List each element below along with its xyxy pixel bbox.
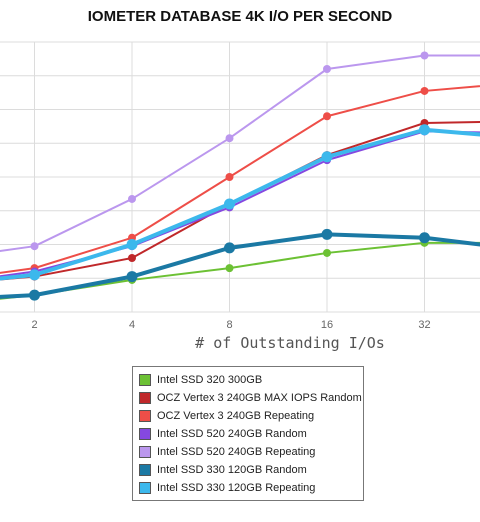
legend-swatch: [139, 482, 151, 494]
legend-item: Intel SSD 520 240GB Random: [133, 425, 363, 443]
legend-label: Intel SSD 520 240GB Random: [157, 428, 307, 440]
legend: Intel SSD 320 300GB OCZ Vertex 3 240GB MA…: [132, 366, 364, 501]
legend-label: Intel SSD 320 300GB: [157, 374, 263, 386]
series-1: [0, 238, 480, 300]
x-axis-ticks: 2 4 8 16 32: [31, 319, 430, 330]
grid-lines: [0, 41, 480, 313]
data-point: [419, 124, 430, 136]
legend-label: Intel SSD 330 120GB Repeating: [157, 482, 316, 494]
data-point: [126, 271, 138, 283]
series-line: [0, 54, 480, 252]
data-point: [323, 65, 331, 73]
data-point: [420, 51, 429, 60]
series-5: [0, 51, 480, 252]
x-tick-label: 2: [31, 319, 37, 330]
data-point: [419, 232, 430, 244]
legend-item: Intel SSD 520 240GB Repeating: [133, 443, 363, 461]
data-point: [128, 194, 136, 203]
x-tick-label: 8: [226, 319, 232, 330]
data-point: [224, 242, 235, 254]
data-point: [29, 289, 40, 301]
legend-swatch: [139, 464, 151, 476]
x-tick-label: 4: [129, 319, 135, 330]
legend-label: Intel SSD 330 120GB Random: [157, 464, 307, 476]
line-chart: 2 4 8 16 32: [0, 41, 480, 330]
data-point: [29, 269, 40, 281]
data-point: [225, 173, 234, 181]
series-6: [0, 228, 480, 301]
series-line: [0, 127, 480, 281]
legend-item: Intel SSD 330 120GB Repeating: [133, 479, 363, 497]
data-point: [225, 134, 234, 143]
legend-item: Intel SSD 330 120GB Random: [133, 461, 363, 479]
legend-swatch: [139, 428, 151, 440]
x-tick-label: 16: [321, 319, 333, 330]
data-point: [420, 86, 429, 95]
series-lines: [0, 51, 480, 301]
series-line: [0, 241, 480, 300]
legend-item: Intel SSD 320 300GB: [133, 371, 363, 389]
series-line: [0, 85, 480, 274]
series-7: [0, 124, 480, 281]
data-point: [323, 248, 331, 257]
data-point: [321, 228, 333, 240]
data-point: [321, 151, 333, 163]
data-point: [128, 254, 136, 262]
legend-label: Intel SSD 520 240GB Repeating: [157, 446, 316, 458]
legend-swatch: [139, 392, 151, 404]
data-point: [323, 112, 331, 121]
data-point: [126, 239, 138, 250]
x-tick-label: 32: [418, 319, 430, 330]
legend-swatch: [139, 410, 151, 422]
legend-swatch: [139, 374, 151, 386]
data-point: [224, 198, 235, 210]
x-axis-label: # of Outstanding I/Os: [195, 334, 385, 352]
legend-swatch: [139, 446, 151, 458]
legend-item: OCZ Vertex 3 240GB MAX IOPS Random: [133, 389, 363, 407]
legend-label: OCZ Vertex 3 240GB Repeating: [157, 410, 315, 422]
legend-item: OCZ Vertex 3 240GB Repeating: [133, 407, 363, 425]
data-point: [225, 264, 234, 273]
data-point: [30, 242, 39, 251]
legend-label: OCZ Vertex 3 240GB MAX IOPS Random: [157, 392, 362, 404]
chart-title: IOMETER DATABASE 4K I/O PER SECOND: [87, 8, 393, 25]
